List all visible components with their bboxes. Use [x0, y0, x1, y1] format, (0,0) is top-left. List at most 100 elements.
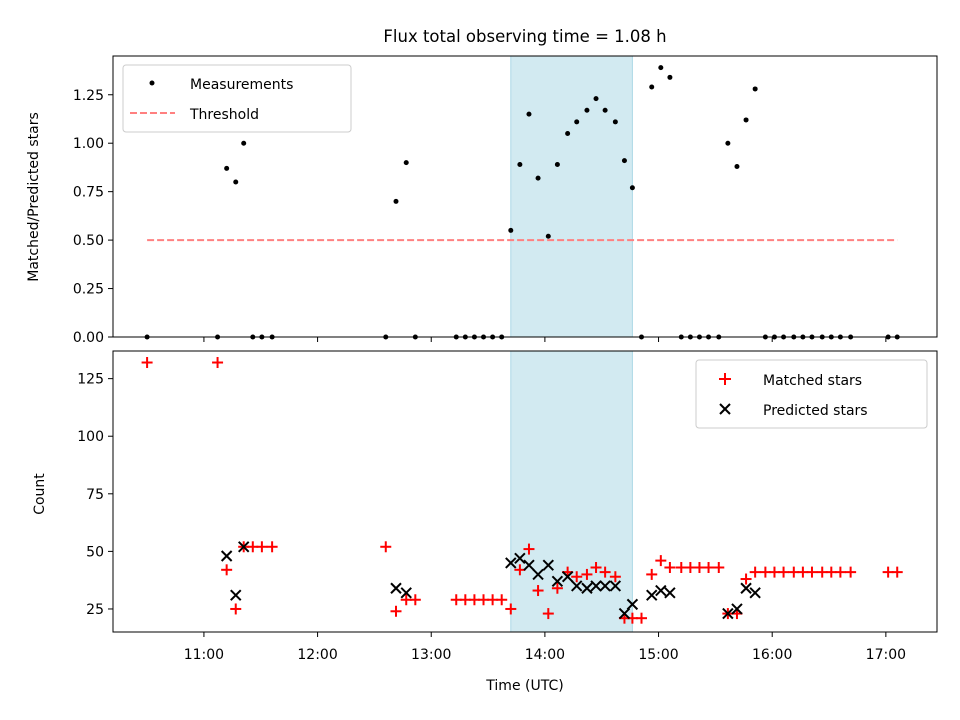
predicted-star-d2	[220, 550, 233, 562]
measurement-point	[393, 198, 399, 204]
matched-star-point	[256, 541, 268, 553]
measurement-point	[535, 175, 541, 181]
measurement-point	[241, 140, 247, 146]
top-shaded-rect	[510, 55, 633, 338]
predicted-star-point	[599, 580, 611, 592]
predicted-star-point	[532, 568, 544, 581]
predicted-star-point	[237, 541, 250, 553]
legend-label-matched-stars: Matched stars	[763, 373, 862, 389]
matched-star-point	[806, 566, 818, 578]
predicted-star-d2	[581, 582, 593, 594]
predicted-star-d2	[400, 587, 412, 599]
measurement-point	[734, 163, 740, 169]
predicted-star-point	[505, 557, 517, 569]
matched-star-point	[496, 594, 508, 606]
chart-title: Flux total observing time = 1.08 h	[383, 27, 666, 46]
measurement-point	[667, 74, 673, 80]
measurement-point	[565, 131, 571, 137]
x-tick-label: 17:00	[866, 647, 906, 663]
top-panel: 0.00 0.25 0.50 0.75 1.00 1.25 Matched/Predict…	[26, 55, 938, 346]
x-axis-label: Time (UTC)	[485, 678, 563, 694]
bottom-panel: 25 50 75 100 125 11:00 12:00 13:00 14:00 15:00 16…	[32, 350, 938, 694]
predicted-star-d2	[561, 571, 574, 583]
matched-star-point	[409, 594, 421, 606]
x-tick-label: 15:00	[638, 647, 678, 663]
measurement-point	[752, 86, 758, 92]
x-tick-label: 11:00	[184, 647, 224, 663]
matched-star-point	[703, 562, 715, 574]
predicted-star-d2	[230, 589, 242, 601]
matched-star-point	[891, 566, 903, 578]
top-y-tick-label: 0.50	[73, 233, 104, 249]
measurement-point	[574, 119, 580, 125]
predicted-star-d2	[390, 582, 402, 594]
matched-star-point	[590, 562, 602, 574]
matched-star-point	[514, 564, 526, 576]
measurement-point	[545, 233, 551, 239]
matched-star-point	[599, 566, 611, 578]
matched-star-point	[740, 573, 752, 585]
predicted-star-d2	[551, 575, 564, 588]
predicted-star-d2	[618, 607, 631, 620]
matched-star-point	[230, 603, 242, 615]
measurement-point	[233, 179, 239, 185]
predicted-star-point	[722, 607, 734, 620]
predicted-star-point	[390, 582, 402, 594]
bottom-legend: Matched stars Predicted stars	[695, 359, 928, 429]
measurement-point	[508, 227, 514, 233]
matched-star-point	[778, 566, 790, 578]
top-axes-frame	[112, 55, 938, 338]
matched-star-point	[380, 541, 392, 553]
predicted-star-point	[749, 587, 761, 599]
predicted-star-d2	[532, 568, 544, 581]
measurement-point	[517, 162, 523, 168]
measurement-point	[658, 65, 664, 71]
predicted-star-d2	[599, 580, 611, 592]
predicted-star-point	[655, 584, 667, 597]
bottom-y-tick-label: 125	[77, 372, 104, 388]
predicted-star-d2	[740, 582, 752, 594]
predicted-star-point	[740, 582, 752, 594]
matched-star-point	[749, 566, 761, 578]
predicted-star-point	[731, 603, 743, 615]
top-legend: Measurements Threshold	[122, 64, 352, 133]
predicted-star-d2	[590, 580, 602, 592]
legend-marker-predicted-stars	[719, 403, 731, 415]
matched-star-point	[646, 568, 658, 580]
measurement-point	[621, 158, 627, 164]
matched-star-point	[713, 562, 725, 574]
predicted-star-d2	[609, 580, 622, 592]
measurement-point	[554, 162, 560, 168]
predicted-star-point	[664, 587, 676, 599]
predicted-star-point	[561, 571, 574, 583]
matched-star-point	[551, 582, 563, 594]
predicted-star-point	[590, 580, 602, 592]
legend-marker-measurements	[149, 80, 155, 86]
matched-star-point	[266, 541, 278, 553]
top-y-tick-label: 0.00	[73, 330, 104, 346]
predicted-star-d2	[523, 559, 535, 571]
predicted-star-point	[609, 580, 622, 592]
measurement-point	[602, 107, 608, 113]
matched-star-point	[221, 564, 233, 576]
predicted-star-point	[571, 580, 583, 592]
measurement-point	[612, 119, 618, 125]
measurement-point	[593, 96, 599, 102]
predicted-star-point	[626, 598, 639, 611]
x-tick-label: 16:00	[752, 647, 792, 663]
matched-star-point	[655, 555, 667, 567]
matched-star-point	[581, 568, 593, 580]
measurement-point	[725, 140, 731, 146]
legend-marker-matched-stars	[719, 373, 731, 385]
x-tick-label: 12:00	[297, 647, 337, 663]
measurement-point	[629, 185, 635, 191]
predicted-star-point	[230, 589, 242, 601]
bottom-y-tick-label: 75	[86, 487, 104, 503]
predicted-star-point	[646, 589, 658, 601]
predicted-star-d2	[664, 587, 676, 599]
predicted-star-d2	[542, 559, 555, 571]
matched-star-point	[635, 612, 647, 624]
bottom-y-tick-label: 25	[86, 602, 104, 618]
predicted-star-point	[400, 587, 412, 599]
